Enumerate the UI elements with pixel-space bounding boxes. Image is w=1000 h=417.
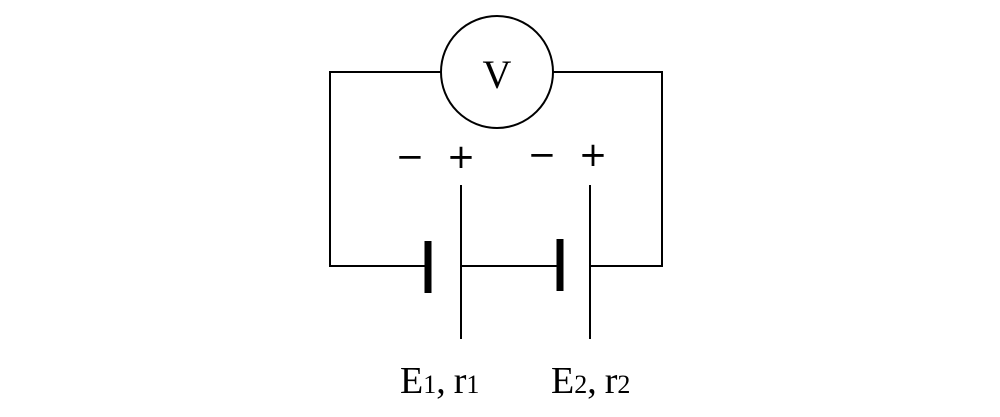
cell-2-resistance-symbol: r: [605, 360, 618, 402]
cell-1-resistance-subscript: 1: [466, 370, 479, 399]
cell-2-negative-sign: −: [528, 135, 557, 175]
cell-1-negative-sign: −: [396, 137, 425, 177]
voltmeter: V: [440, 15, 554, 129]
cell-1-label: E1, r1: [400, 360, 479, 402]
cell-2-label: E2, r2: [551, 360, 630, 402]
cell-2-separator: ,: [587, 360, 597, 402]
cell-1-positive-sign: +: [447, 137, 476, 177]
cell-2-resistance-subscript: 2: [617, 370, 630, 399]
cell-1-emf-symbol: E: [400, 360, 423, 402]
voltmeter-symbol: V: [483, 52, 512, 97]
cell-2-emf-subscript: 2: [574, 370, 587, 399]
circuit-wiring: [329, 71, 663, 267]
cell-2: − + E2, r2: [528, 135, 631, 402]
cell-1-separator: ,: [436, 360, 446, 402]
cell-2-emf-symbol: E: [551, 360, 574, 402]
cell-2-positive-sign: +: [579, 135, 608, 175]
cell-1-emf-subscript: 1: [423, 370, 436, 399]
voltmeter-circle: [440, 15, 554, 129]
cell-1-resistance-symbol: r: [454, 360, 467, 402]
cell-1: − + E1, r1: [396, 137, 480, 402]
